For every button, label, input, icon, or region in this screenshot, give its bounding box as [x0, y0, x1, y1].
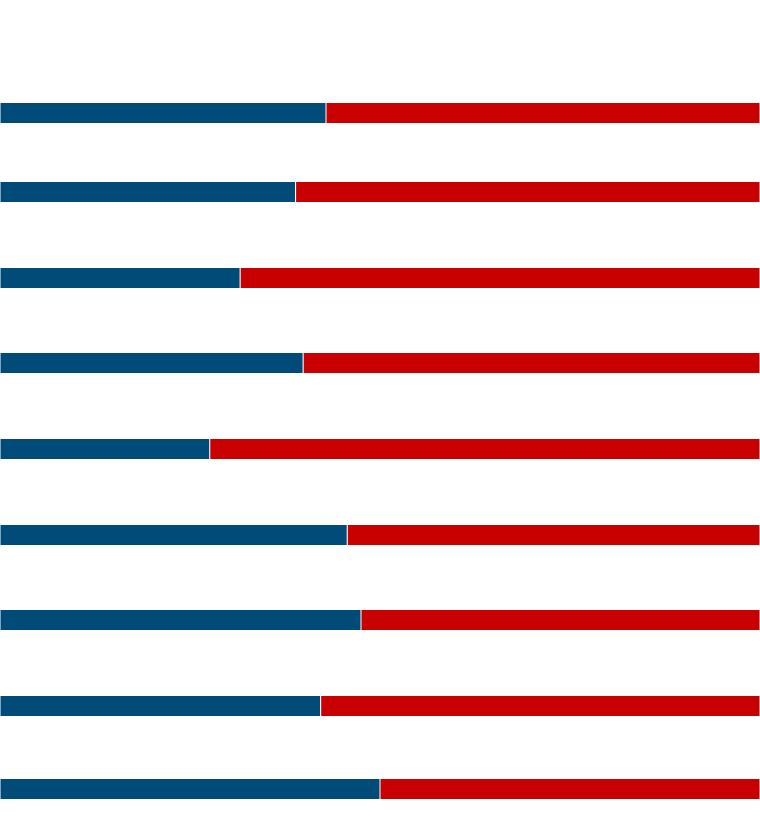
bar-segment-row1-series2: [325, 102, 760, 124]
bar-segment-row7-series2: [360, 609, 760, 631]
bar-segment-row4-series1: [0, 352, 304, 374]
bar-segment-row5-series1: [0, 438, 211, 460]
bar-segment-row2-series2: [295, 181, 760, 203]
bar-segment-row5-series2: [209, 438, 760, 460]
bar-segment-row9-series2: [379, 778, 760, 800]
bar-segment-row7-series1: [0, 609, 362, 631]
bar-segment-row2-series1: [0, 181, 297, 203]
bar-segment-row3-series1: [0, 267, 241, 289]
bar-segment-row1-series1: [0, 102, 327, 124]
bar-segment-row6-series2: [346, 524, 760, 546]
bar-segment-row9-series1: [0, 778, 381, 800]
bar-segment-row4-series2: [302, 352, 760, 374]
bar-segment-row8-series1: [0, 695, 322, 717]
bar-segment-row3-series2: [239, 267, 760, 289]
bar-segment-row8-series2: [320, 695, 760, 717]
bar-segment-row6-series1: [0, 524, 348, 546]
